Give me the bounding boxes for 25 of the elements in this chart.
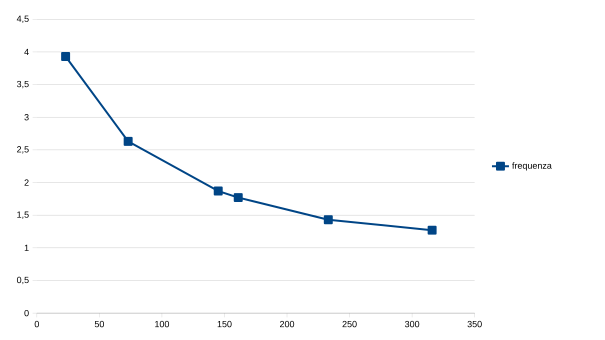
x-tick-label: 150 — [218, 320, 232, 328]
x-tick-label: 50 — [94, 320, 104, 328]
y-tick-label: 1,5 — [17, 212, 29, 219]
x-tick-label: 100 — [155, 320, 170, 328]
point — [124, 136, 133, 146]
point — [61, 52, 70, 61]
y-tick-label: 2 — [24, 179, 29, 186]
y-tick-label: 3,5 — [16, 80, 29, 88]
y-tick-label: 0 — [24, 310, 29, 316]
point — [214, 186, 223, 196]
y-tick-label: 2,5 — [17, 146, 29, 154]
point — [234, 193, 243, 202]
y-tick-label: 0,5 — [16, 276, 29, 284]
y-tick-label: 1 — [24, 244, 29, 251]
y-tick-label: 3 — [24, 114, 29, 120]
x-tick-label: 0 — [34, 320, 39, 328]
x-tick-label: 350 — [468, 320, 482, 328]
point — [428, 226, 437, 235]
x-tick-label: 300 — [404, 320, 420, 328]
x-tick-label: 200 — [280, 320, 294, 328]
point — [324, 215, 333, 224]
x-tick-label: 250 — [342, 320, 357, 328]
legend-label: frequenza — [512, 162, 552, 171]
y-tick-label: 4,5 — [16, 16, 29, 23]
y-tick-label: 4 — [24, 48, 29, 55]
